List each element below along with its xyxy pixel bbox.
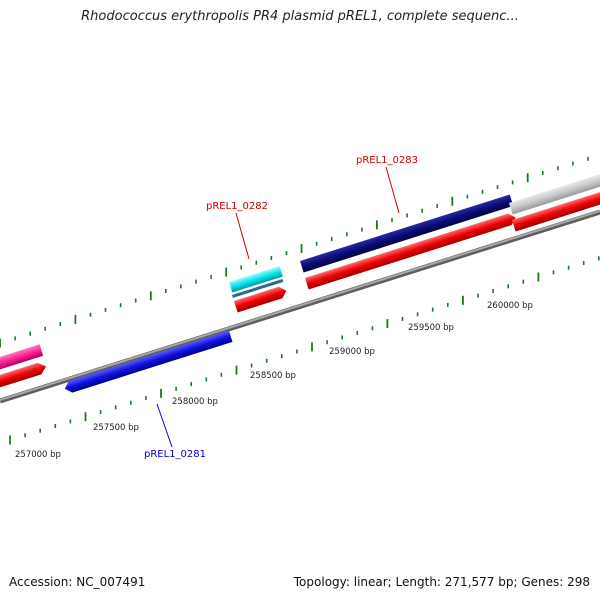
scale-labels: 257000 bp 257500 bp 258000 bp 258500 bp …: [15, 301, 533, 460]
gene-label-0282[interactable]: pREL1_0282: [206, 201, 268, 212]
cds-right-red[interactable]: [512, 189, 600, 232]
lower-scale-track: [9, 256, 600, 445]
gene-0282[interactable]: [229, 265, 283, 293]
sequence-backbone: [0, 209, 600, 404]
cds-left-red[interactable]: [0, 361, 48, 390]
scale-label-259000: 259000 bp: [329, 347, 375, 357]
cds-0283[interactable]: [305, 212, 517, 290]
topology-summary: Topology: linear; Length: 271,577 bp; Ge…: [293, 575, 590, 589]
scale-label-258500: 258500 bp: [250, 371, 296, 381]
gene-features: [0, 172, 600, 394]
upper-scale-track: [0, 156, 589, 348]
gene-label-0283[interactable]: pREL1_0283: [356, 155, 418, 166]
gene-callouts: pREL1_0281 pREL1_0282 pREL1_0283: [144, 155, 418, 460]
map-title: Rhodococcus erythropolis PR4 plasmid pRE…: [81, 9, 519, 24]
cds-0282[interactable]: [234, 285, 288, 313]
scale-label-257000: 257000 bp: [15, 450, 61, 460]
gene-0282-edge: [232, 278, 284, 298]
scale-label-258000: 258000 bp: [172, 397, 218, 407]
scale-label-260000: 260000 bp: [487, 301, 533, 311]
scale-label-257500: 257500 bp: [93, 423, 139, 433]
gene-0281[interactable]: [63, 330, 233, 394]
scale-label-259500: 259500 bp: [408, 323, 454, 333]
gene-left-pink[interactable]: [0, 344, 44, 372]
gene-right-grey[interactable]: [509, 172, 600, 215]
accession-text: Accession: NC_007491: [9, 575, 146, 589]
gene-label-0281[interactable]: pREL1_0281: [144, 449, 206, 460]
gene-0283[interactable]: [300, 194, 514, 273]
